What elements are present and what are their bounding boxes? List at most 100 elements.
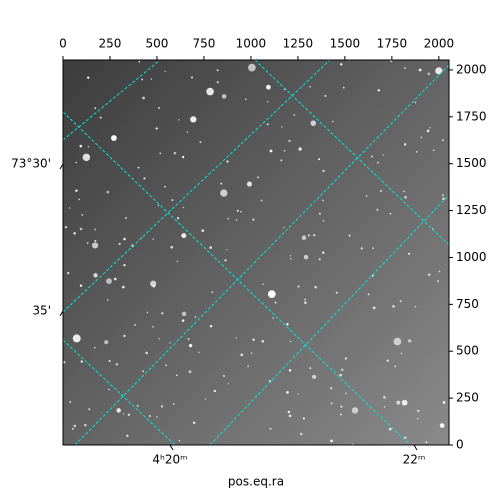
star	[297, 393, 299, 395]
star	[186, 131, 189, 133]
star	[344, 357, 348, 360]
x-tick-label: 750	[192, 37, 215, 51]
star	[143, 177, 146, 180]
star	[122, 285, 125, 289]
star	[118, 242, 121, 246]
star	[266, 123, 269, 126]
star	[94, 346, 96, 349]
star	[408, 252, 411, 255]
star	[150, 280, 157, 287]
star	[322, 219, 325, 222]
x-tick-label: 0	[59, 37, 67, 51]
star	[106, 278, 112, 285]
dec-tick-label: 73°30'	[11, 157, 51, 171]
star	[152, 325, 154, 328]
star	[113, 277, 117, 281]
star	[138, 60, 141, 63]
star	[383, 406, 386, 408]
y-tick-label: 500	[456, 344, 479, 358]
star	[141, 78, 144, 81]
ra-tick	[413, 444, 418, 451]
star	[192, 421, 196, 424]
star	[173, 151, 177, 155]
star	[286, 323, 289, 326]
star	[386, 359, 389, 362]
star	[401, 399, 408, 406]
star	[340, 63, 343, 66]
star	[181, 233, 187, 239]
star	[156, 416, 158, 418]
star	[403, 143, 407, 146]
star	[81, 213, 84, 216]
star	[393, 337, 402, 346]
star	[318, 258, 321, 261]
star	[224, 259, 227, 262]
star	[371, 274, 374, 277]
star	[309, 367, 312, 370]
star	[79, 227, 83, 231]
star	[106, 190, 110, 194]
star	[404, 195, 407, 199]
frame	[62, 59, 450, 446]
star	[351, 407, 359, 414]
grid-segment	[209, 194, 449, 445]
y-tick-label: 1500	[456, 156, 487, 170]
star	[370, 155, 374, 158]
star	[164, 70, 166, 73]
star	[188, 370, 192, 374]
star	[88, 408, 91, 411]
star	[152, 238, 154, 240]
star	[159, 152, 162, 155]
dec-tick	[59, 310, 64, 317]
star	[441, 139, 444, 142]
star	[145, 351, 149, 355]
star	[377, 161, 379, 164]
star	[123, 264, 126, 267]
star	[288, 139, 291, 143]
star	[79, 284, 83, 287]
star	[63, 360, 66, 364]
star	[408, 339, 412, 343]
star	[376, 208, 379, 211]
star	[236, 209, 239, 212]
star	[79, 144, 83, 148]
star	[227, 217, 230, 220]
star	[313, 234, 316, 237]
y-tick-label: 1750	[456, 109, 487, 123]
dec-tick-label: 35'	[32, 304, 51, 318]
star	[399, 300, 402, 303]
star	[289, 340, 292, 343]
star	[304, 298, 307, 301]
star	[404, 436, 407, 439]
star	[137, 166, 140, 169]
star	[394, 365, 397, 367]
star	[171, 199, 174, 202]
star	[418, 68, 422, 72]
x-tick-label: 2000	[424, 37, 455, 51]
star	[190, 116, 197, 123]
dec-grid-line	[63, 111, 411, 445]
star	[84, 424, 87, 427]
star	[283, 226, 285, 229]
x-tick-label: 250	[99, 37, 122, 51]
star	[403, 190, 405, 193]
star	[436, 280, 439, 283]
star	[318, 212, 322, 215]
star	[108, 359, 111, 362]
star	[345, 392, 347, 395]
star	[115, 362, 119, 366]
star	[69, 207, 71, 209]
star	[416, 409, 420, 413]
dec-tick	[59, 163, 64, 170]
star	[297, 285, 300, 288]
star	[142, 96, 145, 100]
star	[175, 374, 178, 377]
star	[272, 317, 274, 319]
star	[73, 232, 76, 235]
star	[441, 194, 444, 197]
y-tick-label: 0	[456, 438, 464, 452]
star	[372, 247, 374, 249]
star	[190, 76, 194, 79]
star	[304, 301, 307, 304]
star	[293, 114, 296, 116]
